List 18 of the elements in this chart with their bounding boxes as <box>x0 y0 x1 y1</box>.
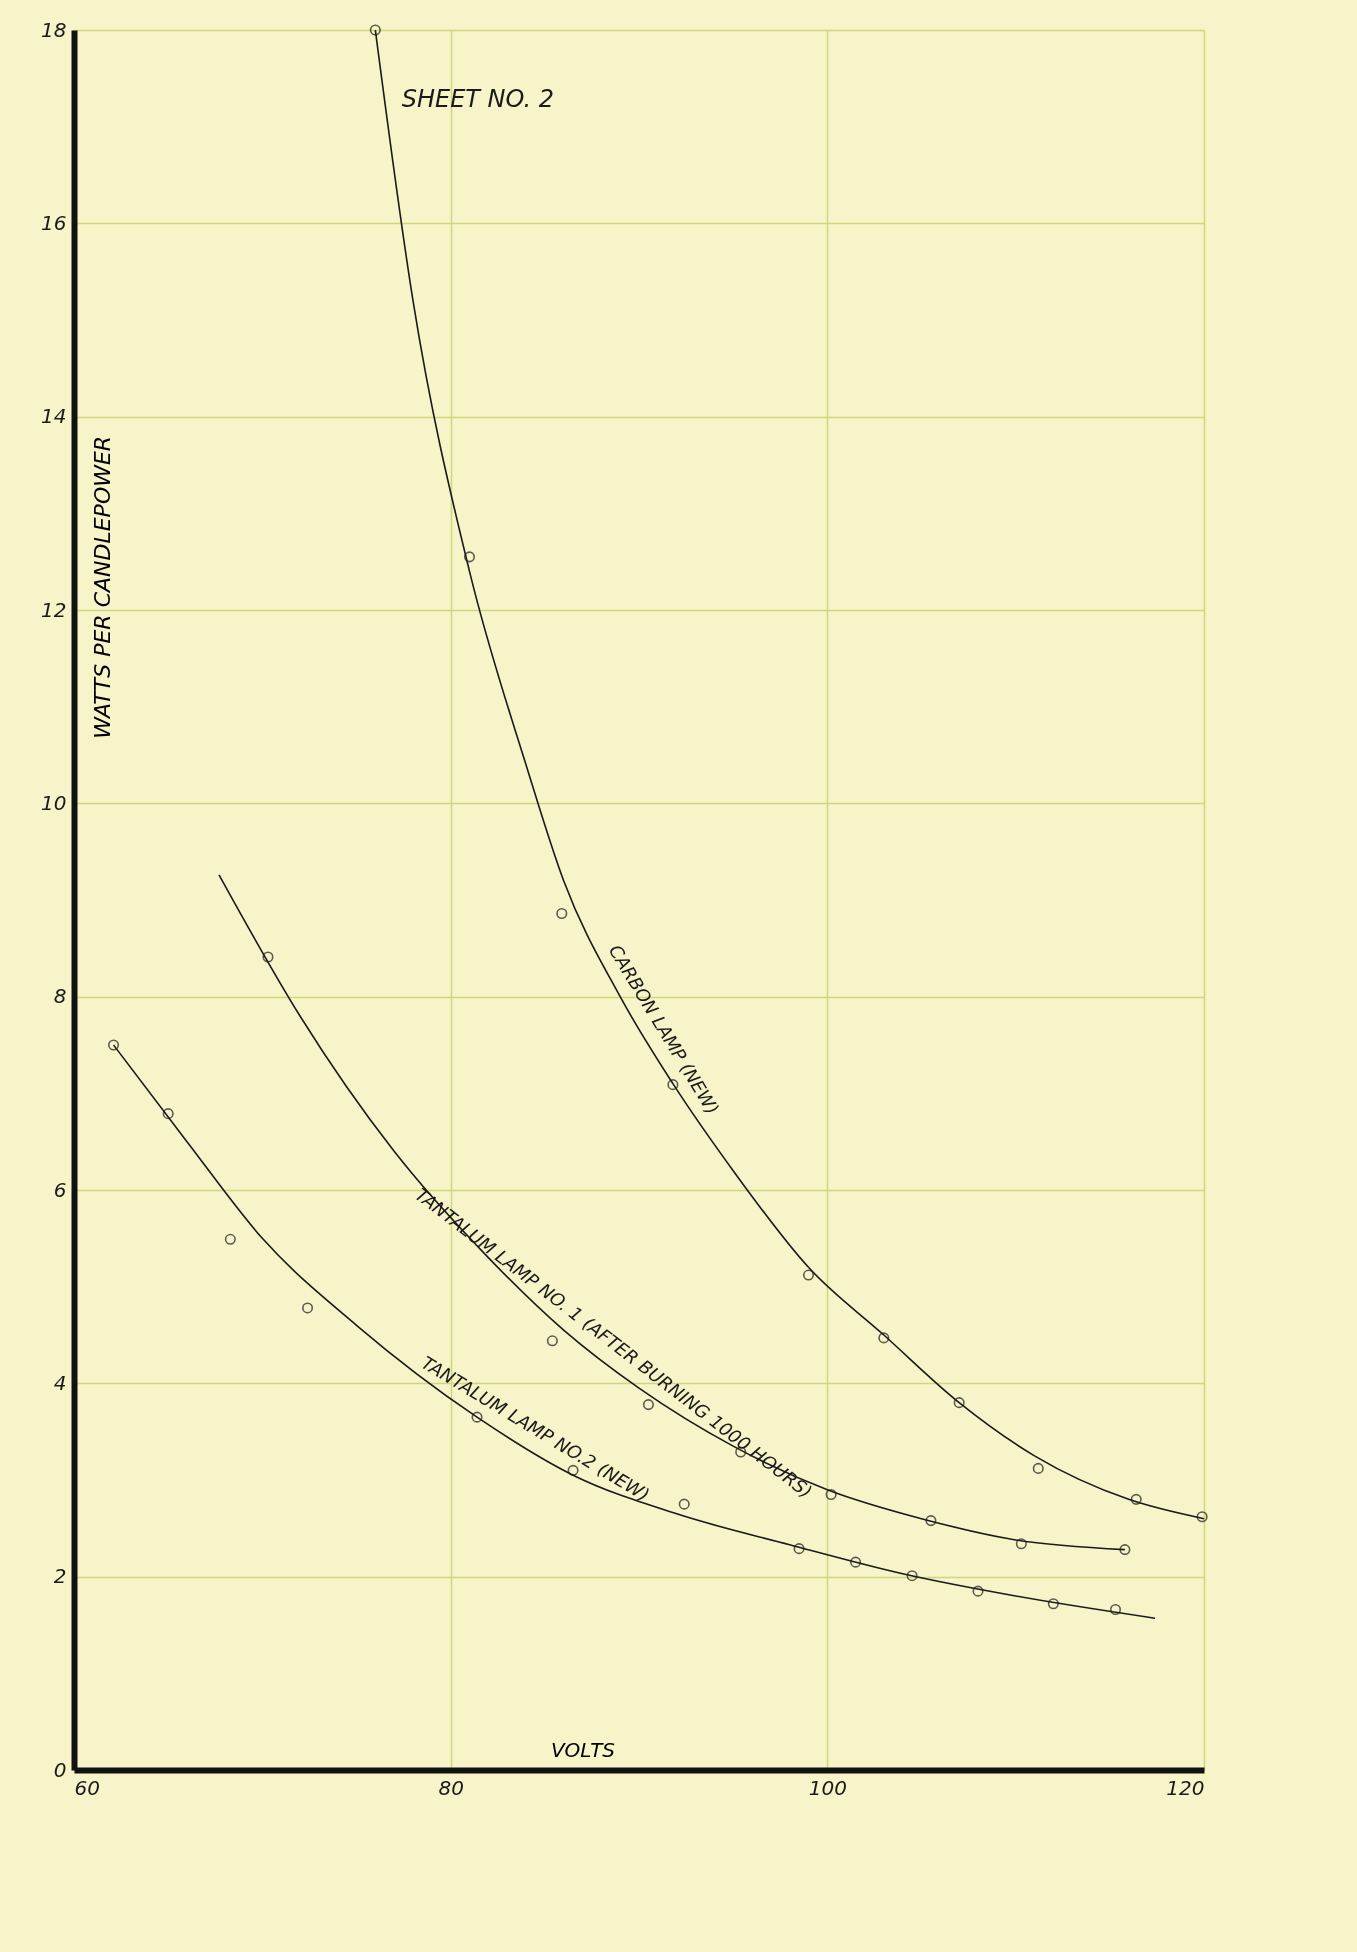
y-tick-label: 4 <box>53 1370 67 1395</box>
text: SHEET NO. 2 <box>401 84 554 113</box>
y-tick-label: 12 <box>41 597 67 622</box>
x-tick-label: 120 <box>1166 1775 1205 1800</box>
y-tick-label: 8 <box>53 984 67 1009</box>
y-tick-label: 0 <box>53 1757 67 1782</box>
x-axis-title: VOLTS <box>550 1737 616 1762</box>
y-tick-label: 6 <box>53 1177 67 1202</box>
x-tick-label: 100 <box>808 1775 847 1800</box>
y-tick-label: 16 <box>41 210 67 235</box>
x-tick-label: 60 <box>74 1775 100 1800</box>
y-tick-label: 2 <box>53 1564 67 1589</box>
y-tick-label: 14 <box>41 404 67 429</box>
x-tick-label: 80 <box>438 1775 464 1800</box>
y-axis-title: WATTS PER CANDLEPOWER <box>89 435 115 739</box>
y-tick-label: 18 <box>41 17 67 42</box>
line-series <box>218 874 1126 1551</box>
y-tick-label: 10 <box>41 790 67 815</box>
